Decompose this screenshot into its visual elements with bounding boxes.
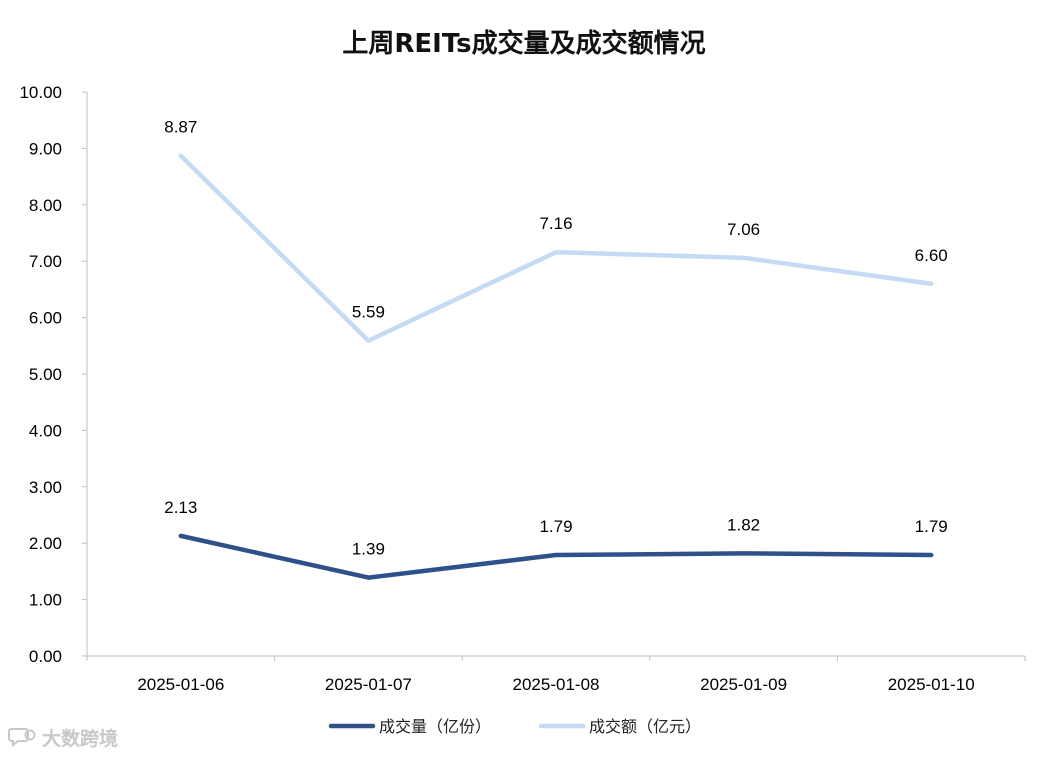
series-line-0 bbox=[178, 533, 934, 580]
watermark: 大数跨境 bbox=[8, 722, 118, 752]
legend: 成交量（亿份） 成交额（亿元） bbox=[328, 717, 701, 736]
y-tick-label: 4.00 bbox=[29, 421, 62, 440]
data-label-s1-2: 7.16 bbox=[539, 214, 572, 233]
data-label-s0-4: 1.79 bbox=[915, 517, 948, 536]
data-label-s1-0: 8.87 bbox=[164, 118, 197, 137]
chart-title: 上周REITs成交量及成交额情况 bbox=[342, 28, 705, 59]
axes bbox=[86, 92, 1025, 657]
data-label-s0-1: 1.39 bbox=[352, 540, 385, 559]
y-tick-label: 9.00 bbox=[29, 139, 62, 158]
y-tick-label: 5.00 bbox=[29, 365, 62, 384]
x-tick-label: 2025-01-07 bbox=[325, 675, 412, 694]
y-tick-label: 8.00 bbox=[29, 196, 62, 215]
y-tick-label: 1.00 bbox=[29, 591, 62, 610]
legend-label-1: 成交额（亿元） bbox=[589, 717, 701, 736]
x-tick-label: 2025-01-09 bbox=[700, 675, 787, 694]
series-line-1 bbox=[178, 153, 934, 343]
data-label-s0-2: 1.79 bbox=[539, 517, 572, 536]
y-tick-label: 2.00 bbox=[29, 534, 62, 553]
data-labels: 2.13 1.39 1.79 1.82 1.79 8.87 5.59 7.16 7.06 6.60 bbox=[164, 118, 947, 559]
y-tick-label: 0.00 bbox=[29, 647, 62, 666]
x-tick-label: 2025-01-06 bbox=[137, 675, 224, 694]
legend-label-0: 成交量（亿份） bbox=[379, 717, 491, 736]
data-label-s0-3: 1.82 bbox=[727, 515, 760, 534]
data-label-s0-0: 2.13 bbox=[164, 498, 197, 517]
series-lines bbox=[178, 153, 934, 580]
y-tick-label: 10.00 bbox=[19, 83, 62, 102]
x-tick-label: 2025-01-10 bbox=[888, 675, 975, 694]
y-tick-label: 6.00 bbox=[29, 309, 62, 328]
data-label-s1-3: 7.06 bbox=[727, 220, 760, 239]
y-tick-label: 7.00 bbox=[29, 252, 62, 271]
data-label-s1-4: 6.60 bbox=[915, 246, 948, 265]
x-tick-label: 2025-01-08 bbox=[513, 675, 600, 694]
y-tick-label: 3.00 bbox=[29, 478, 62, 497]
y-axis-ticks: 0.00 1.00 2.00 3.00 4.00 5.00 6.00 7.00 8.00 9.00… bbox=[19, 83, 87, 666]
chat-bubble-logo-icon bbox=[8, 728, 36, 748]
x-axis-ticks: 2025-01-06 2025-01-07 2025-01-08 2025-01-09… bbox=[86, 656, 1026, 694]
data-label-s1-1: 5.59 bbox=[352, 303, 385, 322]
watermark-text: 大数跨境 bbox=[42, 727, 119, 750]
